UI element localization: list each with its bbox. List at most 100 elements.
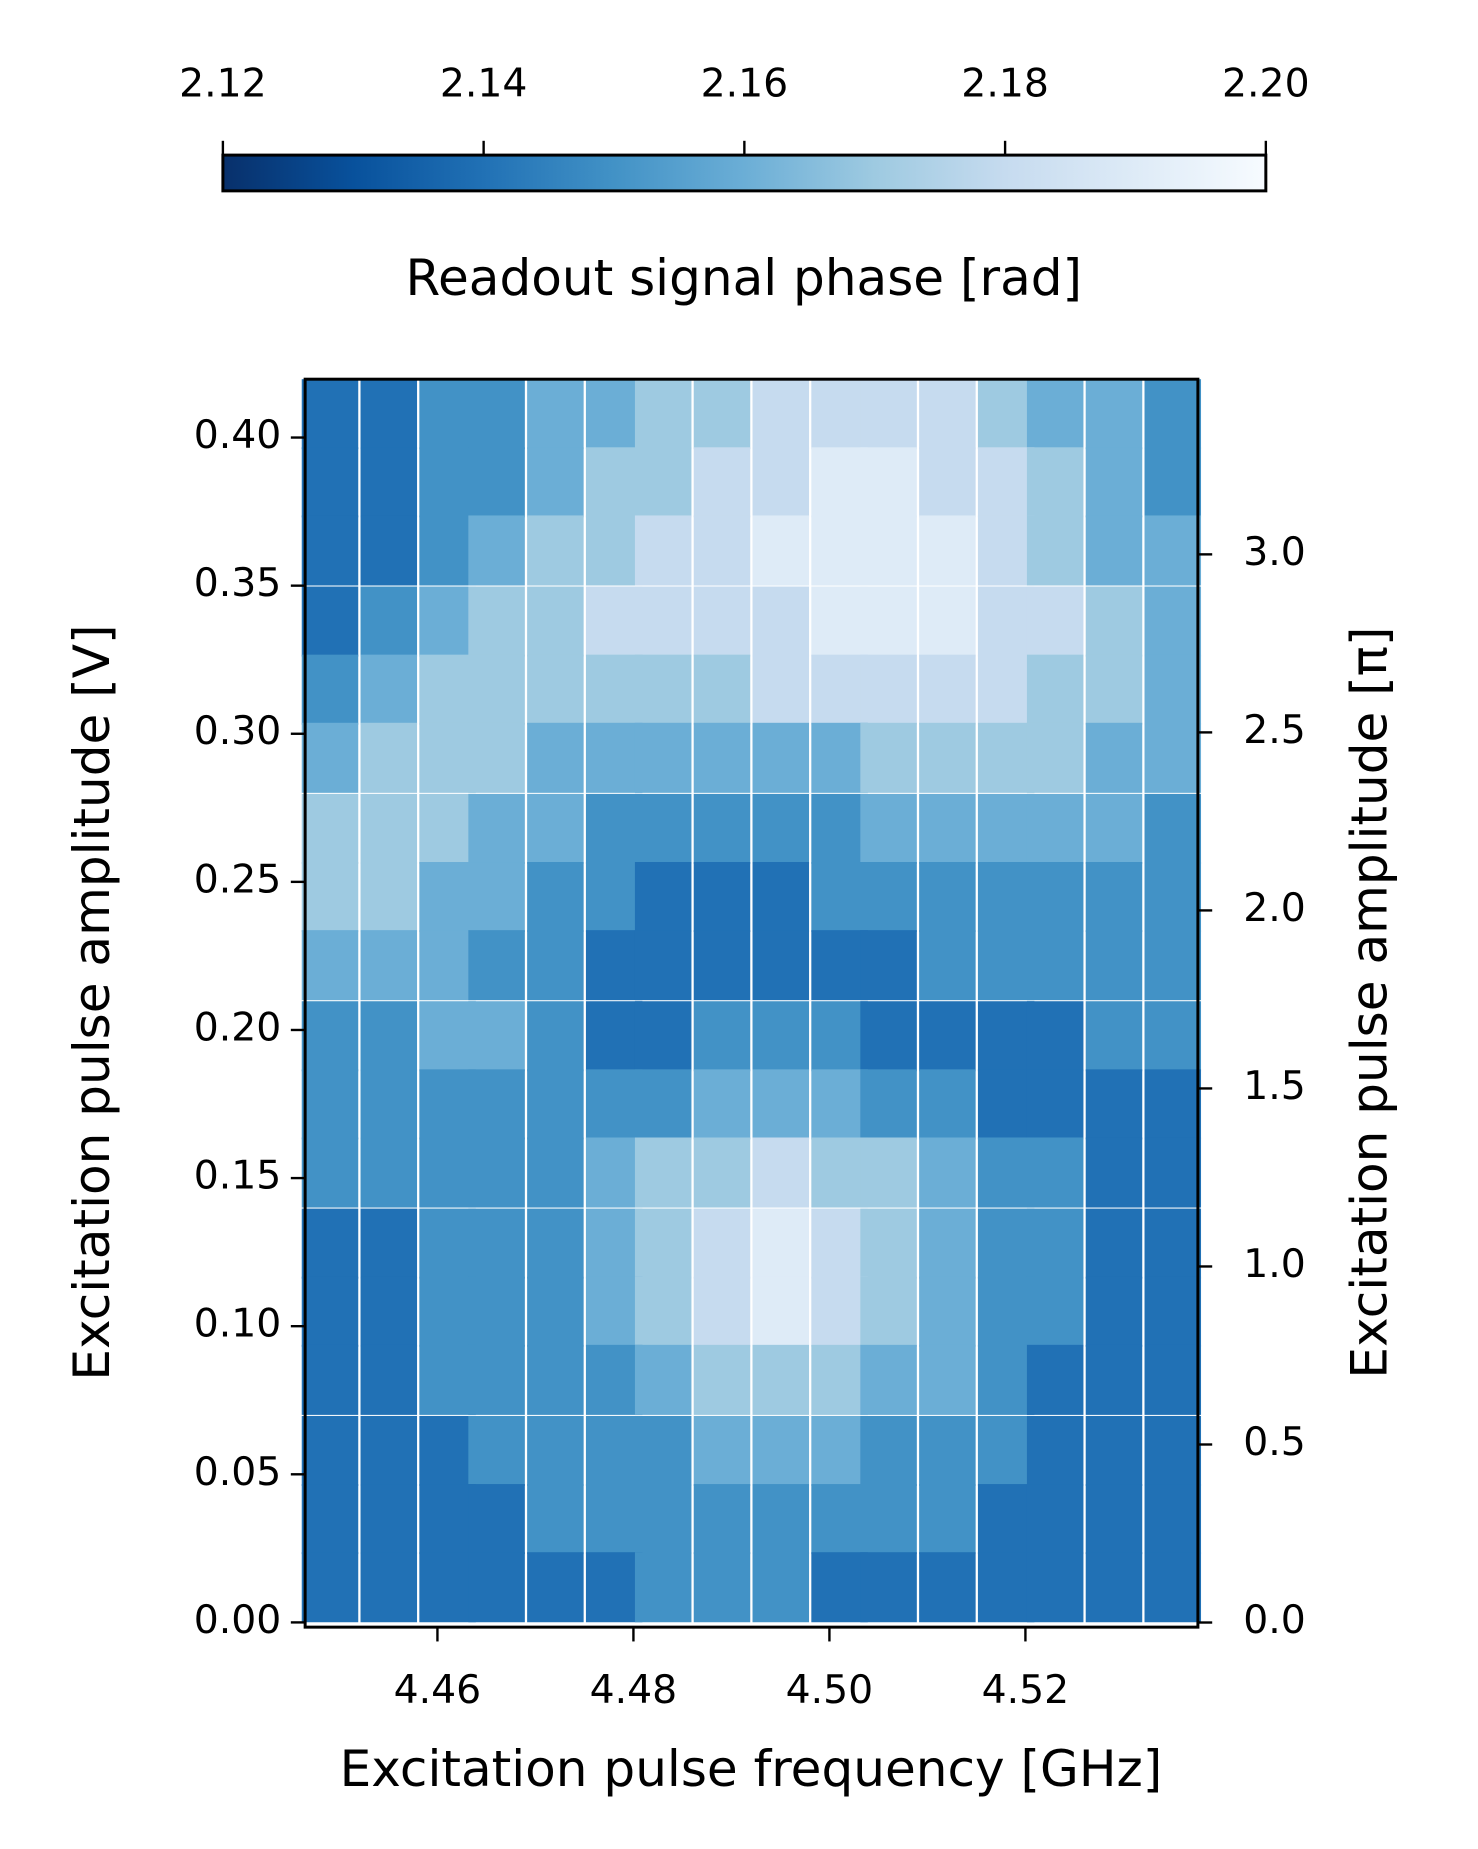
heatmap-cell: [693, 862, 751, 933]
heatmap-cell: [468, 1069, 525, 1140]
heatmap-cell: [1085, 1484, 1143, 1555]
heatmap-cell: [419, 1415, 476, 1486]
heatmap-cell: [1026, 1001, 1084, 1072]
heatmap-cell: [860, 515, 917, 586]
heatmap-cell: [468, 654, 525, 725]
heatmap-cell: [527, 1069, 584, 1140]
heatmap-cell: [919, 515, 976, 586]
heatmap-cell: [1026, 1208, 1084, 1279]
heatmap-cell: [752, 930, 810, 1001]
heatmap-cell: [860, 1484, 917, 1555]
heatmap-cell: [1026, 1344, 1084, 1415]
heatmap-cell: [634, 1001, 692, 1072]
y2-axis-label: Excitation pulse amplitude [π]: [1341, 627, 1399, 1379]
heatmap-cell: [977, 1069, 1035, 1140]
heatmap-cell: [693, 379, 751, 450]
heatmap-cell: [419, 447, 476, 518]
heatmap-cell: [752, 1415, 810, 1486]
heatmap-cell: [919, 1137, 976, 1208]
colorbar-tick-label: 2.12: [179, 60, 267, 106]
heatmap-cell: [1144, 1069, 1202, 1140]
heatmap-cell: [752, 1344, 810, 1415]
heatmap-cell: [301, 1484, 359, 1555]
x-tick-label: 4.48: [590, 1667, 678, 1713]
heatmap-cell: [419, 1484, 476, 1555]
heatmap-cell: [860, 1069, 917, 1140]
heatmap-cell: [468, 862, 525, 933]
heatmap-cell: [752, 1208, 810, 1279]
heatmap-cell: [1144, 722, 1202, 793]
heatmap-cell: [1026, 722, 1084, 793]
heatmap-cell: [811, 515, 868, 586]
colorbar-tick-label: 2.18: [961, 60, 1049, 106]
heatmap-cell: [811, 586, 868, 657]
heatmap-cell: [1026, 1276, 1084, 1347]
heatmap-cell: [419, 793, 476, 864]
heatmap-cell: [693, 793, 751, 864]
heatmap-cell: [468, 447, 525, 518]
heatmap-cell: [752, 1552, 810, 1623]
heatmap-cell: [1085, 1415, 1143, 1486]
heatmap-cell: [977, 1001, 1035, 1072]
heatmap-cell: [634, 930, 692, 1001]
heatmap-cell: [860, 930, 917, 1001]
heatmap-cell: [693, 1552, 751, 1623]
heatmap-cell: [919, 1276, 976, 1347]
heatmap-cell: [1144, 1344, 1202, 1415]
heatmap-cell: [301, 515, 359, 586]
heatmap-cell: [634, 1137, 692, 1208]
heatmap-cell: [860, 1276, 917, 1347]
heatmap-cell: [919, 1415, 976, 1486]
y2-tick-label: 1.5: [1243, 1063, 1306, 1109]
heatmap-cell: [693, 1276, 751, 1347]
heatmap-cell: [1085, 930, 1143, 1001]
heatmap-cell: [527, 654, 584, 725]
heatmap-cell: [752, 1069, 810, 1140]
heatmap-cell: [752, 1276, 810, 1347]
heatmap-cell: [468, 793, 525, 864]
heatmap-cell: [860, 586, 917, 657]
heatmap-cell: [1026, 447, 1084, 518]
heatmap-cell: [860, 1415, 917, 1486]
heatmap-cell: [919, 1344, 976, 1415]
heatmap-cell: [752, 1001, 810, 1072]
heatmap-cell: [752, 862, 810, 933]
heatmap-cell: [527, 862, 584, 933]
heatmap-cell: [360, 447, 418, 518]
heatmap-cell: [527, 930, 584, 1001]
heatmap-cell: [301, 1344, 359, 1415]
heatmap-cell: [527, 1001, 584, 1072]
heatmap-cell: [468, 1208, 525, 1279]
heatmap-cell: [1144, 447, 1202, 518]
heatmap-cell: [585, 722, 643, 793]
heatmap-cell: [419, 379, 476, 450]
heatmap-cell: [585, 447, 643, 518]
heatmap-cell: [585, 862, 643, 933]
y-tick-label: 0.20: [194, 1004, 282, 1050]
heatmap-cell: [860, 379, 917, 450]
heatmap-cell: [693, 722, 751, 793]
heatmap-cell: [919, 379, 976, 450]
heatmap-cell: [1026, 379, 1084, 450]
heatmap-cell: [527, 379, 584, 450]
heatmap-cell: [360, 1276, 418, 1347]
heatmap-cell: [977, 862, 1035, 933]
heatmap-cell: [585, 1415, 643, 1486]
heatmap-cell: [585, 1137, 643, 1208]
heatmap-cell: [419, 1001, 476, 1072]
y-tick-label: 0.15: [194, 1153, 282, 1199]
heatmap-cell: [1144, 793, 1202, 864]
heatmap-cell: [1085, 1552, 1143, 1623]
colorbar-tick-label: 2.14: [440, 60, 528, 106]
y2-tick-label: 2.5: [1243, 707, 1306, 753]
heatmap-cell: [301, 722, 359, 793]
heatmap-cell: [360, 654, 418, 725]
heatmap-cell: [419, 722, 476, 793]
heatmap-cell: [585, 793, 643, 864]
heatmap-cell: [1085, 1001, 1143, 1072]
heatmap-cell: [693, 1001, 751, 1072]
heatmap-cell: [693, 654, 751, 725]
heatmap-cell: [419, 515, 476, 586]
heatmap-cell: [360, 1137, 418, 1208]
heatmap-cell: [419, 1208, 476, 1279]
